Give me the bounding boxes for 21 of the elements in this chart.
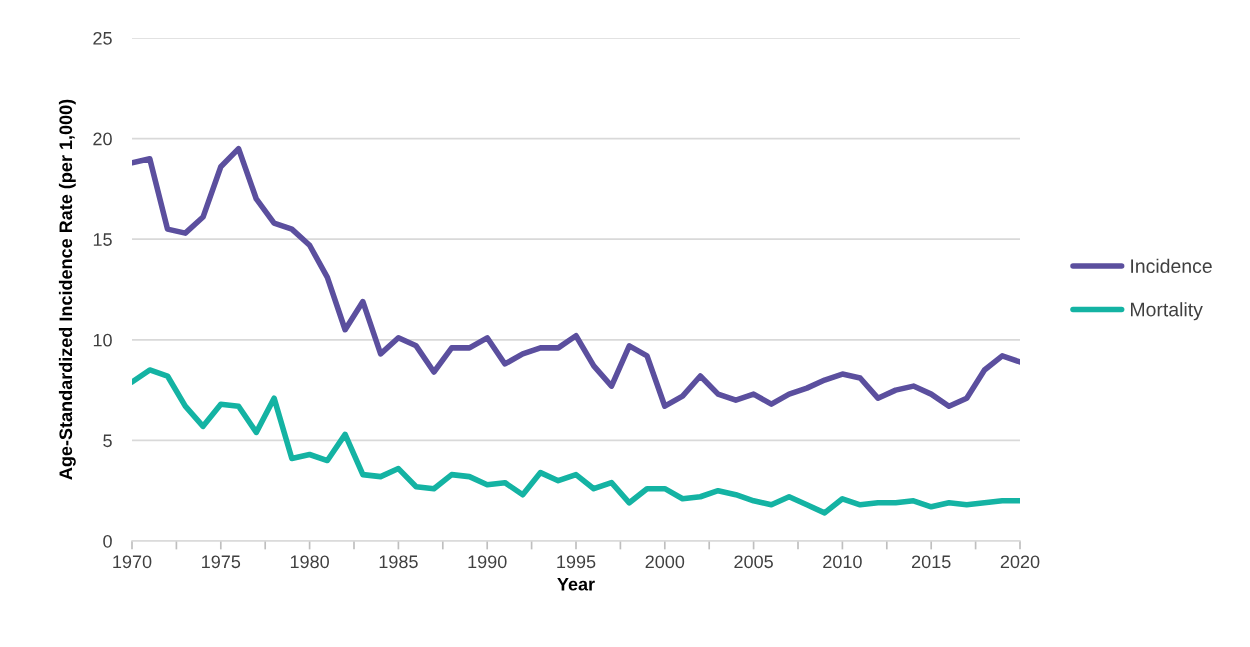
x-tick-label: 1995 [557, 555, 596, 569]
x-tick-label: 1990 [468, 555, 507, 569]
legend-label: Mortality [1131, 302, 1203, 321]
y-axis-title: Age-Standardized Incidence Rate (per 1,000) [58, 99, 76, 480]
y-tick-label: 0 [103, 534, 112, 548]
x-tick-label: 2005 [734, 555, 773, 569]
x-tick-label: 1985 [379, 555, 418, 569]
x-tick-label: 1980 [290, 555, 329, 569]
x-tick-label: 1970 [113, 555, 152, 569]
legend-label: Incidence [1131, 258, 1212, 274]
x-tick-label: 1975 [202, 555, 241, 569]
y-tick-label: 25 [93, 31, 112, 45]
x-tick-label: 2020 [1000, 555, 1040, 569]
y-tick-label: 5 [103, 434, 112, 448]
x-tick-label: 2010 [823, 555, 862, 569]
x-tick-label: 2000 [645, 555, 685, 569]
x-tick-label: 2015 [912, 555, 951, 569]
y-tick-label: 15 [93, 233, 112, 246]
x-axis-title: Year [557, 577, 595, 591]
y-tick-label: 20 [93, 132, 112, 146]
y-tick-label: 10 [93, 333, 112, 347]
